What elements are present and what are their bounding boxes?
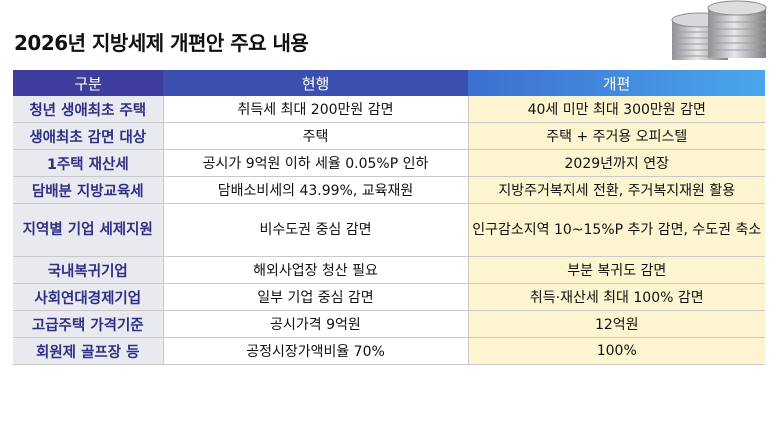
row-category: 청년 생애최초 주택 xyxy=(13,96,164,123)
tax-reform-table: 구분 현행 개편 청년 생애최초 주택 취득세 최대 200만원 감면 40세 … xyxy=(13,70,765,365)
row-category: 생애최초 감면 대상 xyxy=(13,122,164,150)
table-row: 회원제 골프장 등 공정시장가액비율 70% 100% xyxy=(13,337,765,365)
row-current: 담배소비세의 43.99%, 교육재원 xyxy=(163,176,469,204)
table-row: 1주택 재산세 공시가 9억원 이하 세율 0.05%P 인하 2029년까지 … xyxy=(13,149,765,177)
row-reform: 12억원 xyxy=(468,310,765,338)
table-row: 생애최초 감면 대상 주택 주택 + 주거용 오피스텔 xyxy=(13,122,765,150)
table-row: 고급주택 가격기준 공시가격 9억원 12억원 xyxy=(13,310,765,338)
row-current: 일부 기업 중심 감면 xyxy=(163,283,469,311)
page-title: 2026년 지방세제 개편안 주요 내용 xyxy=(14,31,309,55)
table-row: 사회연대경제기업 일부 기업 중심 감면 취득·재산세 최대 100% 감면 xyxy=(13,283,765,311)
row-current: 공시가 9억원 이하 세율 0.05%P 인하 xyxy=(163,149,469,177)
row-current: 공정시장가액비율 70% xyxy=(163,337,469,365)
row-reform: 지방주거복지세 전환, 주거복지재원 활용 xyxy=(468,176,765,204)
row-category: 사회연대경제기업 xyxy=(13,283,164,311)
table-row: 국내복귀기업 해외사업장 청산 필요 부분 복귀도 감면 xyxy=(13,256,765,284)
row-reform: 취득·재산세 최대 100% 감면 xyxy=(468,283,765,311)
table-row: 담배분 지방교육세 담배소비세의 43.99%, 교육재원 지방주거복지세 전환… xyxy=(13,176,765,204)
column-header-category: 구분 xyxy=(13,70,163,96)
row-reform: 40세 미만 최대 300만원 감면 xyxy=(468,96,765,123)
row-reform: 인구감소지역 10~15%P 추가 감면, 수도권 축소 xyxy=(468,203,765,257)
row-current: 해외사업장 청산 필요 xyxy=(163,256,469,284)
table-row: 청년 생애최초 주택 취득세 최대 200만원 감면 40세 미만 최대 300… xyxy=(13,96,765,123)
row-category: 회원제 골프장 등 xyxy=(13,337,164,365)
row-category: 국내복귀기업 xyxy=(13,256,164,284)
row-category: 담배분 지방교육세 xyxy=(13,176,164,204)
row-current: 취득세 최대 200만원 감면 xyxy=(163,96,469,123)
row-reform: 주택 + 주거용 오피스텔 xyxy=(468,122,765,150)
table-header-row: 구분 현행 개편 xyxy=(13,70,765,96)
row-reform: 부분 복귀도 감면 xyxy=(468,256,765,284)
row-current: 비수도권 중심 감면 xyxy=(163,203,469,257)
row-reform: 100% xyxy=(468,337,765,365)
column-header-current: 현행 xyxy=(163,70,468,96)
coin-stack-icon xyxy=(671,0,767,60)
row-current: 공시가격 9억원 xyxy=(163,310,469,338)
column-header-reform: 개편 xyxy=(468,70,765,96)
row-category: 지역별 기업 세제지원 xyxy=(13,203,164,257)
row-reform: 2029년까지 연장 xyxy=(468,149,765,177)
row-category: 고급주택 가격기준 xyxy=(13,310,164,338)
table-row: 지역별 기업 세제지원 비수도권 중심 감면 인구감소지역 10~15%P 추가… xyxy=(13,203,765,257)
row-category: 1주택 재산세 xyxy=(13,149,164,177)
row-current: 주택 xyxy=(163,122,469,150)
